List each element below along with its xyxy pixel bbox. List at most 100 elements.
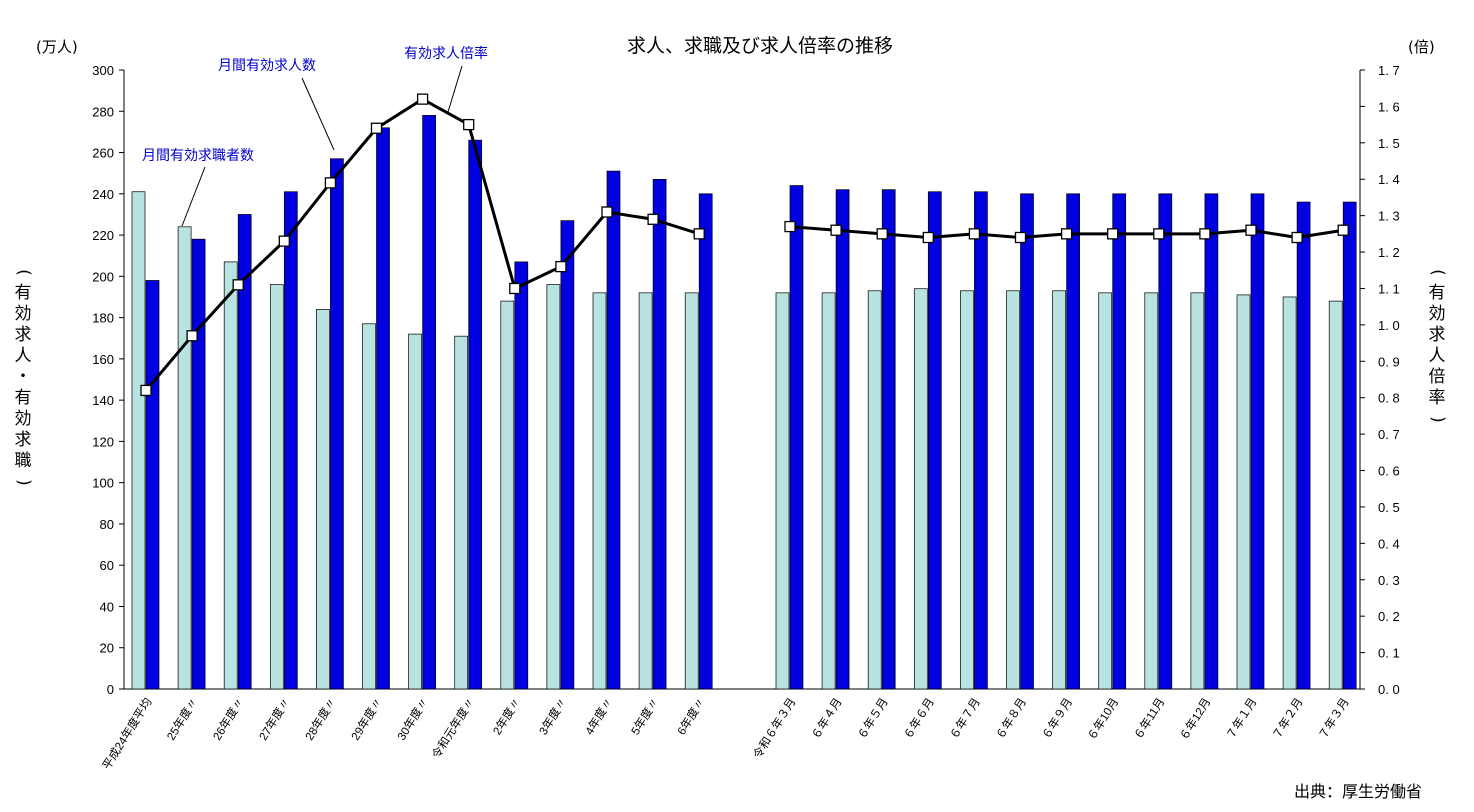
ratio-point: [1245, 224, 1257, 236]
x-tick-label: 6年度〃: [674, 695, 708, 737]
job-seekers-bar: [684, 292, 699, 690]
axis-title-char: 人: [14, 346, 32, 366]
ratio-point: [647, 213, 659, 225]
job-seekers-bar: [638, 292, 653, 690]
x-tick-label: 28年度〃: [302, 695, 339, 743]
right-tick-label: 1. 1: [1378, 281, 1400, 296]
job-openings-bar: [468, 139, 483, 690]
ratio-point: [140, 384, 152, 397]
job-openings-bar: [376, 127, 390, 690]
left-tick-label: 300: [92, 63, 114, 78]
x-tick-label: 26年度〃: [210, 695, 247, 743]
job-seekers-bar: [867, 290, 882, 690]
x-tick-label: 5年度〃: [628, 695, 662, 737]
job-seekers-bar: [960, 290, 974, 690]
job-seekers-annotation: 月間有効求職者数: [142, 147, 254, 163]
job-openings-bar: [835, 189, 850, 690]
ratio-point: [186, 330, 198, 342]
job-seekers-bar: [500, 300, 515, 690]
job-openings-bar: [514, 261, 529, 690]
x-tick-label: ６年５月: [854, 695, 890, 741]
ratio-point: [1107, 228, 1119, 240]
left-tick-label: 240: [92, 187, 114, 202]
right-tick-label: 0. 9: [1378, 354, 1400, 369]
job-openings-bar: [560, 220, 575, 690]
ratio-point: [1291, 231, 1303, 244]
ratio-point: [370, 122, 383, 134]
right-tick-label: 0. 1: [1378, 646, 1400, 661]
job-openings-bar: [237, 214, 252, 690]
right-tick-label: 1. 2: [1378, 245, 1400, 260]
annotations: 月間有効求職者数 月間有効求人数 有効求人倍率: [142, 45, 488, 227]
x-tick-label: ６年10月: [1084, 695, 1121, 743]
axes: 0 20 40 60 80 100 120 140 160 180 200 220 240 260 280 3…: [92, 63, 1399, 697]
axis-title-char: 率: [1428, 388, 1446, 408]
ratio-point: [1199, 228, 1211, 240]
bars: [131, 115, 1357, 690]
left-tick-label: 220: [92, 228, 114, 243]
ratio-point: [1060, 228, 1073, 240]
left-tick-label: 40: [100, 599, 114, 614]
job-openings-bar: [1342, 201, 1357, 690]
job-openings-bar: [1158, 193, 1173, 690]
axis-title-char: 効: [14, 409, 32, 429]
axis-title-char: (: [13, 269, 34, 276]
job-seekers-bar: [408, 333, 422, 690]
ratio-point: [463, 118, 475, 131]
x-tick-label: ７年２月: [1269, 695, 1305, 741]
left-tick-label: 80: [100, 517, 114, 532]
right-axis-unit: (倍): [1408, 38, 1435, 56]
axis-title-char: (: [1427, 269, 1448, 276]
ratio-point: [968, 228, 981, 240]
job-seekers-bar: [177, 226, 192, 690]
job-seekers-bar: [775, 292, 790, 690]
job-seekers-bar: [913, 288, 928, 690]
ratio-point: [1014, 231, 1027, 244]
right-tick-label: 1. 7: [1378, 63, 1400, 78]
x-tick-label: ６年６月: [901, 695, 937, 741]
job-openings-bar: [283, 191, 298, 690]
ratio-annotation: 有効求人倍率: [404, 45, 488, 61]
job-seekers-bar: [362, 323, 376, 690]
ratio-leader: [447, 65, 463, 113]
axis-title-char: 職: [14, 451, 32, 471]
x-tick-label: ６年８月: [993, 695, 1029, 741]
right-tick-label: 0. 6: [1378, 464, 1400, 479]
job-seekers-bar: [1328, 300, 1343, 690]
chart-title: 求人、求職及び求人倍率の推移: [627, 35, 893, 57]
left-tick-label: 0: [107, 682, 114, 697]
left-tick-label: 200: [92, 269, 114, 284]
x-tick-label: ７年３月: [1315, 695, 1351, 741]
ratio-point: [509, 282, 521, 295]
x-tick-label: 4年度〃: [582, 695, 616, 737]
axis-title-char: ): [13, 479, 34, 486]
ratio-point: [278, 235, 290, 247]
axis-title-char: 有: [14, 388, 32, 408]
right-tick-label: 0. 7: [1378, 427, 1400, 442]
job-openings-bar: [330, 158, 344, 690]
job-openings-bar: [974, 191, 988, 690]
ratio-point: [232, 279, 244, 291]
left-tick-label: 60: [100, 558, 114, 573]
right-tick-label: 1. 0: [1378, 318, 1400, 333]
ratio-point: [601, 206, 613, 218]
job-seekers-bar: [1282, 296, 1297, 690]
left-tick-label: 180: [92, 311, 114, 326]
ratio-point: [876, 228, 888, 240]
job-openings-bar: [606, 170, 621, 690]
ratio-point: [555, 260, 567, 273]
x-tick-label: 令和６年３月: [750, 695, 798, 761]
job-openings-bar: [191, 238, 206, 690]
x-tick-label: 令和元年度〃: [429, 695, 477, 761]
left-tick-label: 140: [92, 393, 114, 408]
left-tick-label: 160: [92, 352, 114, 367]
right-tick-label: 0. 4: [1378, 536, 1400, 551]
x-tick-label: 2年度〃: [490, 695, 524, 737]
x-axis-labels: 平成24年度平均 25年度〃 26年度〃 27年度〃 28年度〃 29年度〃 30年度〃 令和…: [99, 695, 1351, 772]
axis-title-char: 効: [14, 304, 32, 324]
left-tick-label: 260: [92, 146, 114, 161]
axis-title-char: 人: [1428, 346, 1446, 366]
job-seekers-bar: [316, 308, 330, 690]
left-axis-unit: (万人): [36, 38, 78, 56]
job-openings-bar: [1250, 193, 1265, 690]
